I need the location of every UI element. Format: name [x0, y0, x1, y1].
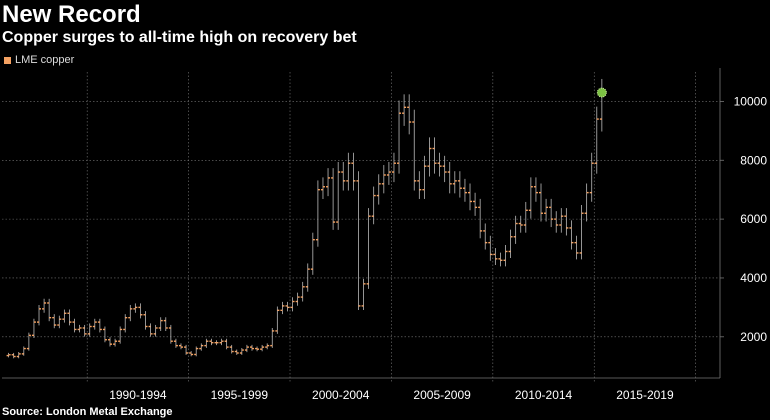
x-period-label: 1990-1994	[109, 388, 167, 402]
record-high-marker	[596, 87, 607, 98]
record-marker-layer	[596, 87, 607, 98]
chart-subtitle: Copper surges to all-time high on recove…	[2, 29, 357, 46]
y-tick-label: 4000	[740, 271, 767, 285]
x-period-label: 2010-2014	[515, 388, 573, 402]
y-tick-label: 8000	[740, 153, 767, 167]
x-period-label: 2005-2009	[413, 388, 471, 402]
y-tick-label: 6000	[740, 212, 767, 226]
series-lme-copper	[6, 78, 604, 359]
y-axis: 2000 4000 6000 8000 10000	[719, 68, 768, 378]
x-period-label: 2015-2019	[616, 388, 674, 402]
x-axis: 1990-1994 1995-1999 2000-2004 2005-2009 2010…	[2, 377, 720, 402]
x-period-label: 2000-2004	[312, 388, 370, 402]
x-period-label: 1995-1999	[211, 388, 269, 402]
legend: LME copper	[4, 53, 74, 67]
chart-title: New Record	[2, 1, 141, 28]
y-tick-label: 2000	[740, 330, 767, 344]
gridlines	[2, 72, 720, 382]
legend-label-lme-copper: LME copper	[15, 54, 75, 66]
source-note: Source: London Metal Exchange	[2, 406, 173, 418]
y-tick-label: 10000	[734, 94, 768, 108]
legend-swatch-lme-copper	[4, 56, 11, 64]
